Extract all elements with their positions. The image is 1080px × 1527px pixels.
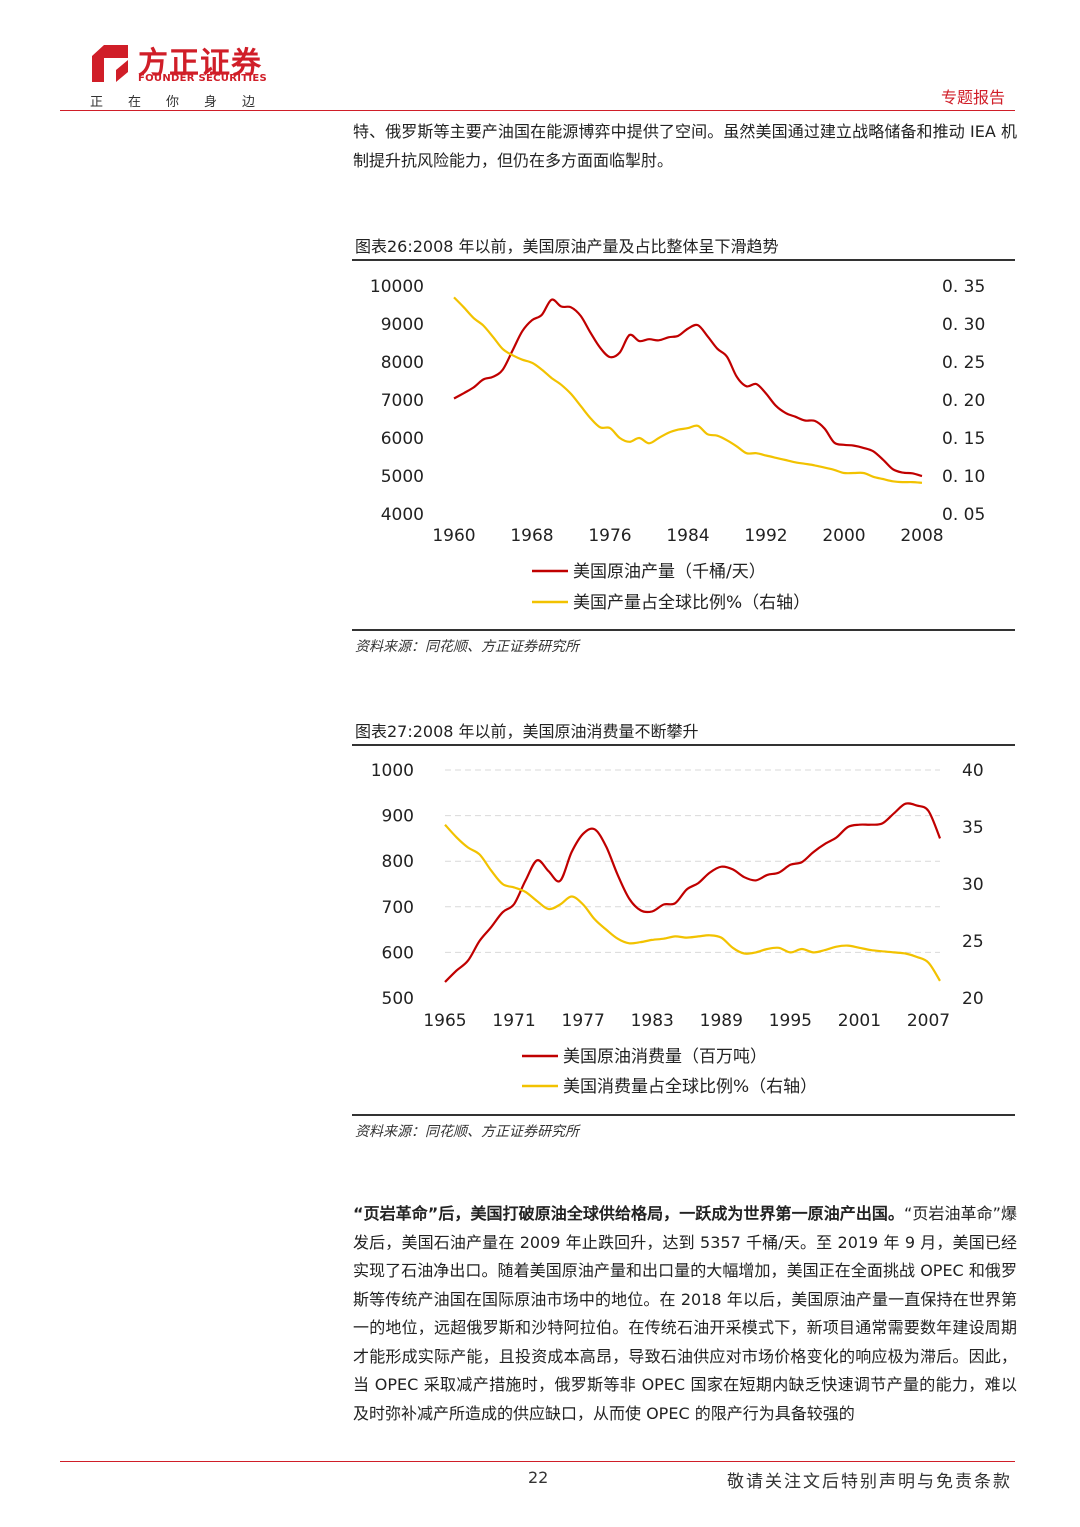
footer-disclaimer: 敬请关注文后特别声明与免责条款 <box>727 1472 1012 1492</box>
figure27-title: 图表27:2008 年以前，美国原油消费量不断攀升 <box>355 722 699 741</box>
c26-y-left-tick-label: 9000 <box>381 315 424 335</box>
c26-x-tick-label: 1968 <box>510 526 553 546</box>
figure26-top-rule <box>352 259 1015 261</box>
fig26-series-share-line <box>453 296 923 484</box>
c27-y-left-tick-label: 500 <box>382 989 414 1009</box>
c27-y-left-tick-label: 600 <box>382 943 414 963</box>
c26-y-right-tick-label: 0. 15 <box>942 429 985 449</box>
c26-y-left-tick-label: 8000 <box>381 353 424 373</box>
figure27-bottom-rule <box>352 1114 1015 1116</box>
c26-y-left-tick-label: 10000 <box>370 277 424 297</box>
c27-x-tick-label: 1965 <box>423 1011 466 1031</box>
c27-y-right-tick-label: 35 <box>962 818 984 838</box>
c26-y-right-tick-label: 0. 05 <box>942 505 985 525</box>
c27-x-tick-label: 1977 <box>562 1011 605 1031</box>
footer-divider <box>60 1461 1015 1462</box>
figure27-top-rule <box>352 744 1015 746</box>
c26-y-left-tick-label: 6000 <box>381 429 424 449</box>
c26-x-tick-label: 2000 <box>822 526 865 546</box>
c27-y-left-tick-label: 700 <box>382 898 414 918</box>
c27-y-left-tick-label: 900 <box>382 807 414 827</box>
c27-y-right-tick-label: 20 <box>962 989 984 1009</box>
c27-y-right-tick-label: 30 <box>962 875 984 895</box>
brand-name-en: FOUNDER SECURITIES <box>138 73 268 84</box>
c26-x-tick-label: 1984 <box>666 526 709 546</box>
figure27-chart: 1000 900 800 700 600 500 40 35 30 25 20 1965 1971 1… <box>371 761 984 1097</box>
fig26-series-production-line <box>453 298 923 478</box>
c26-y-right-tick-label: 0. 25 <box>942 353 985 373</box>
body-paragraph: “页岩革命”后，美国打破原油全球供给格局，一跃成为世界第一原油产出国。“页岩油革… <box>353 1200 1017 1428</box>
body-text: “页岩油革命”爆发后，美国石油产量在 2009 年止跌回升，达到 5357 千桶… <box>353 1204 1017 1423</box>
c27-x-tick-label: 1971 <box>492 1011 535 1031</box>
body-lead-sentence: “页岩革命”后，美国打破原油全球供给格局，一跃成为世界第一原油产出国。 <box>353 1204 904 1223</box>
c26-x-tick-label: 2008 <box>900 526 943 546</box>
fig27-series-consumption-line <box>444 802 942 983</box>
figure27-source: 资料来源：同花顺、方正证券研究所 <box>355 1124 579 1140</box>
c27-x-tick-label: 2007 <box>907 1011 950 1031</box>
c26-y-right-tick-label: 0. 20 <box>942 391 985 411</box>
c27-x-tick-label: 1983 <box>631 1011 674 1031</box>
c27-y-right-tick-label: 25 <box>962 932 984 952</box>
c26-x-tick-label: 1960 <box>432 526 475 546</box>
fig27-series-share-line <box>444 823 941 982</box>
c27-x-tick-label: 2001 <box>838 1011 881 1031</box>
fig26-legend-share-label: 美国产量占全球比例%（右轴） <box>573 593 810 613</box>
c27-x-tick-label: 1989 <box>700 1011 743 1031</box>
brand-slogan: 正在你身边 <box>90 95 281 110</box>
c26-y-left-tick-label: 5000 <box>381 467 424 487</box>
c26-x-tick-label: 1992 <box>744 526 787 546</box>
fig26-legend-production-label: 美国原油产量（千桶/天） <box>573 562 766 582</box>
c27-y-left-tick-label: 1000 <box>371 761 414 781</box>
header-divider <box>60 110 1015 111</box>
page-number: 22 <box>528 1468 549 1487</box>
c26-x-tick-label: 1976 <box>588 526 631 546</box>
c27-y-right-tick-label: 40 <box>962 761 984 781</box>
c27-x-tick-label: 1995 <box>769 1011 812 1031</box>
fig27-legend-share-label: 美国消费量占全球比例%（右轴） <box>563 1077 817 1097</box>
c27-y-left-tick-label: 800 <box>382 852 414 872</box>
figure26-chart: 10000 9000 8000 7000 6000 5000 4000 0. 35 0. 30… <box>370 277 985 613</box>
c26-y-right-tick-label: 0. 30 <box>942 315 985 335</box>
founder-logo-icon <box>92 45 128 82</box>
fig27-legend-consumption-label: 美国原油消费量（百万吨） <box>563 1047 767 1067</box>
brand-name-cn: 方正证券 <box>138 46 262 81</box>
c26-y-left-tick-label: 7000 <box>381 391 424 411</box>
document-type: 专题报告 <box>940 88 1005 107</box>
c26-y-right-tick-label: 0. 10 <box>942 467 985 487</box>
figure26-bottom-rule <box>352 629 1015 631</box>
intro-paragraph: 特、俄罗斯等主要产油国在能源博弈中提供了空间。虽然美国通过建立战略储备和推动 I… <box>353 122 1017 170</box>
figure26-title: 图表26:2008 年以前，美国原油产量及占比整体呈下滑趋势 <box>355 237 779 256</box>
figure26-source: 资料来源：同花顺、方正证券研究所 <box>355 639 579 655</box>
c26-y-right-tick-label: 0. 35 <box>942 277 985 297</box>
c26-y-left-tick-label: 4000 <box>381 505 424 525</box>
